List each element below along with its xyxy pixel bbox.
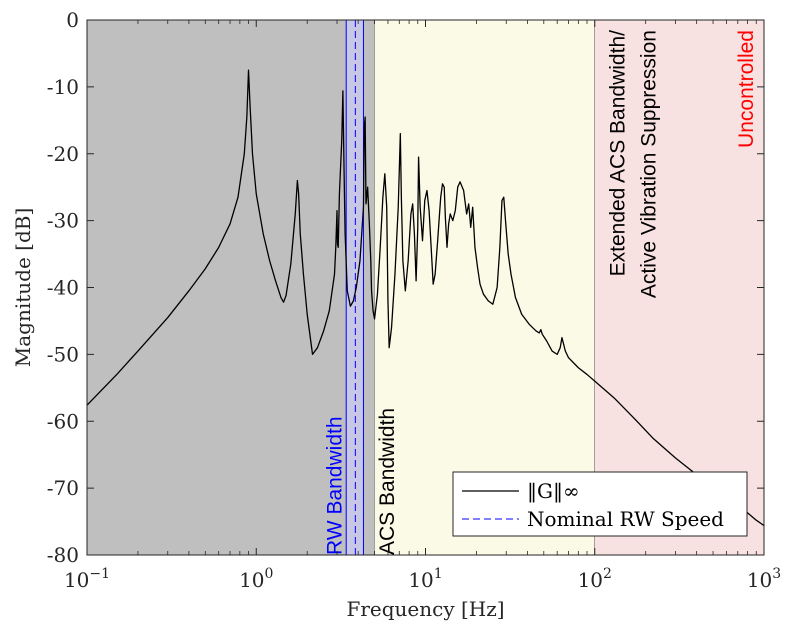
region-label-1-line-0: ACS Bandwidth [376, 408, 399, 555]
x-tick-label-exponent: 0 [265, 566, 274, 582]
x-tick-label-base: 10 [747, 568, 772, 592]
region-label-2-line-0: Extended ACS Bandwidth/ [607, 30, 630, 276]
y-tick-label: -80 [47, 543, 79, 567]
y-axis-label: Magnitude [dB] [11, 208, 35, 368]
y-tick-label: -20 [47, 142, 79, 166]
y-tick-label: -10 [47, 75, 79, 99]
x-tick-label: 10−1 [64, 566, 110, 592]
y-tick-label: -50 [47, 342, 79, 366]
x-tick-label: 102 [578, 566, 612, 592]
region-label-3-line-0: Uncontrolled [735, 30, 758, 148]
legend-label-g-infinity-norm: ‖G‖∞ [527, 479, 580, 504]
x-tick-label-exponent: 3 [772, 566, 781, 582]
region-label-2: Extended ACS Bandwidth/Active Vibration … [607, 30, 661, 298]
y-tick-label: -60 [47, 409, 79, 433]
x-tick-label: 101 [408, 566, 442, 592]
x-tick-label-base: 10 [239, 568, 264, 592]
region-label-2-line-1: Active Vibration Suppression [638, 30, 661, 298]
y-tick-label: -30 [47, 209, 79, 233]
x-tick-label-exponent: 2 [603, 566, 612, 582]
region-label-3: Uncontrolled [735, 30, 758, 148]
series-g-infinity-norm [86, 69, 765, 527]
legend: ‖G‖∞ Nominal RW Speed [452, 471, 748, 537]
region-label-1: ACS Bandwidth [376, 408, 399, 555]
rw-bandwidth-band [345, 20, 364, 555]
x-tick-label-base: 10 [408, 568, 433, 592]
x-tick-label: 100 [239, 566, 273, 592]
region-label-0-line-0: RW Bandwidth [324, 416, 347, 555]
x-axis-label: Frequency [Hz] [346, 597, 504, 621]
y-tick-label: 0 [66, 8, 79, 32]
y-tick-label: -40 [47, 276, 79, 300]
legend-box [452, 471, 748, 537]
x-tick-label: 103 [747, 566, 781, 592]
region-label-0: RW Bandwidth [324, 416, 347, 555]
x-tick-label-exponent: 1 [434, 566, 443, 582]
region-2 [594, 20, 764, 555]
series-layer [86, 69, 765, 527]
x-tick-label-base: 10 [578, 568, 603, 592]
region-labels: RW Bandwidth ACS Bandwidth Extended ACS Ba… [324, 30, 758, 555]
x-tick-label-exponent: −1 [89, 566, 110, 582]
y-tick-label: -70 [47, 476, 79, 500]
region-1 [374, 20, 595, 555]
rw-band-fill [346, 20, 364, 555]
background-regions [87, 20, 765, 555]
x-tick-label-base: 10 [64, 568, 89, 592]
region-0 [87, 20, 375, 555]
legend-label-nominal-rw-speed: Nominal RW Speed [527, 507, 724, 531]
